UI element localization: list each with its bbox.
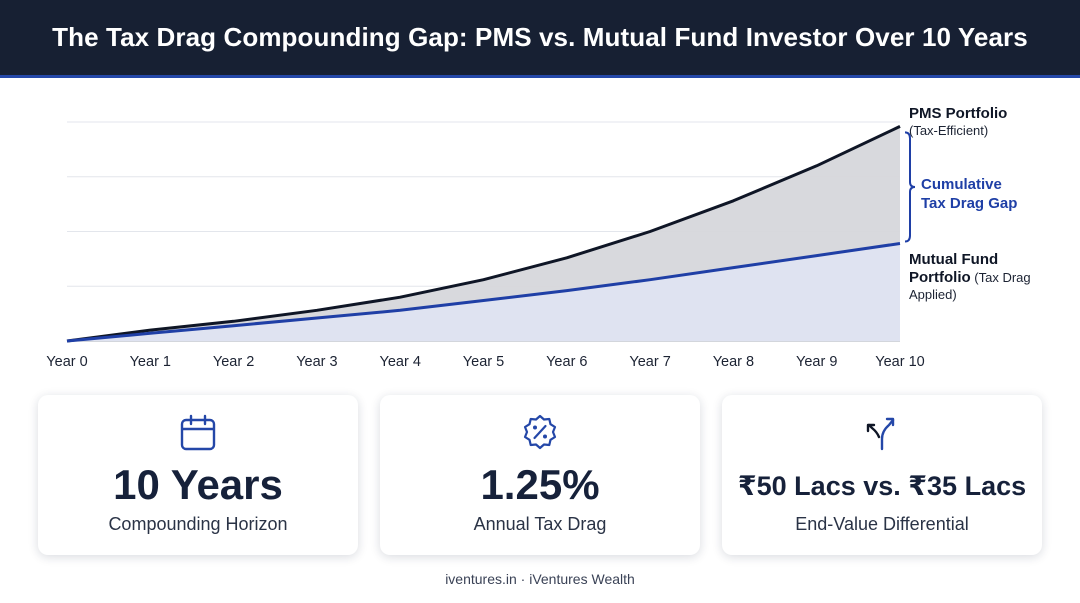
calendar-icon: [180, 414, 216, 451]
gap-bracket: [904, 131, 916, 243]
mf-legend-suffix-1: (Tax Drag: [971, 270, 1031, 285]
stat-card-horizon: 10 Years Compounding Horizon: [38, 395, 358, 555]
x-tick-label: Year 10: [875, 354, 924, 370]
x-tick-label: Year 0: [46, 354, 87, 370]
gap-annotation-line1: Cumulative: [921, 176, 1002, 193]
x-tick-label: Year 2: [213, 354, 254, 370]
x-tick-label: Year 4: [380, 354, 421, 370]
pms-legend-label: PMS Portfolio: [909, 105, 1007, 122]
mf-legend-label: Mutual Fund Portfolio (Tax Drag Applied): [909, 251, 1035, 302]
x-tick-label: Year 7: [629, 354, 670, 370]
mutual-fund-line: [66, 242, 901, 343]
x-tick-label: Year 3: [296, 354, 337, 370]
x-tick-label: Year 1: [130, 354, 171, 370]
stat-value-horizon: 10 Years: [113, 461, 283, 508]
pms-portfolio-line: [66, 125, 901, 343]
mf-legend-name: Mutual Fund: [909, 251, 998, 268]
x-tick-label: Year 5: [463, 354, 504, 370]
header-bar: The Tax Drag Compounding Gap: PMS vs. Mu…: [0, 0, 1080, 78]
x-tick-label: Year 9: [796, 354, 837, 370]
stat-value-tax-drag: 1.25%: [480, 461, 600, 508]
pms-legend-sublabel: (Tax-Efficient): [909, 123, 988, 138]
gap-annotation-line2: Tax Drag Gap: [921, 195, 1017, 212]
stat-card-differential: ₹50 Lacs vs. ₹35 Lacs End-Value Differen…: [722, 395, 1042, 555]
tax-drag-chart: Year 0 Year 1 Year 2 Year 3 Year 4 Year 5 Year…: [46, 105, 1035, 370]
stat-caption-differential: End-Value Differential: [795, 514, 969, 534]
mutual-fund-area: [67, 243, 900, 341]
stat-caption-tax-drag: Annual Tax Drag: [473, 514, 607, 534]
mf-legend-suffix-2: Applied): [909, 287, 957, 302]
x-axis-ticks: Year 0 Year 1 Year 2 Year 3 Year 4 Year 5 Year…: [46, 354, 924, 370]
stat-card-tax-drag: 1.25% Annual Tax Drag: [380, 395, 700, 555]
stat-caption-horizon: Compounding Horizon: [108, 514, 288, 534]
stat-value-differential: ₹50 Lacs vs. ₹35 Lacs: [737, 471, 1027, 501]
page-title: The Tax Drag Compounding Gap: PMS vs. Mu…: [52, 22, 1028, 52]
percent-badge-icon: [523, 414, 557, 450]
mf-legend-name-2: Portfolio: [909, 269, 971, 286]
footer-credit: iventures.in · iVentures Wealth: [445, 571, 635, 587]
stat-cards: 10 Years Compounding Horizon 1.25% Annua…: [38, 395, 1042, 555]
diverging-arrows-icon: [866, 417, 895, 451]
gap-area: [67, 126, 900, 342]
x-tick-label: Year 6: [546, 354, 587, 370]
x-tick-label: Year 8: [713, 354, 754, 370]
